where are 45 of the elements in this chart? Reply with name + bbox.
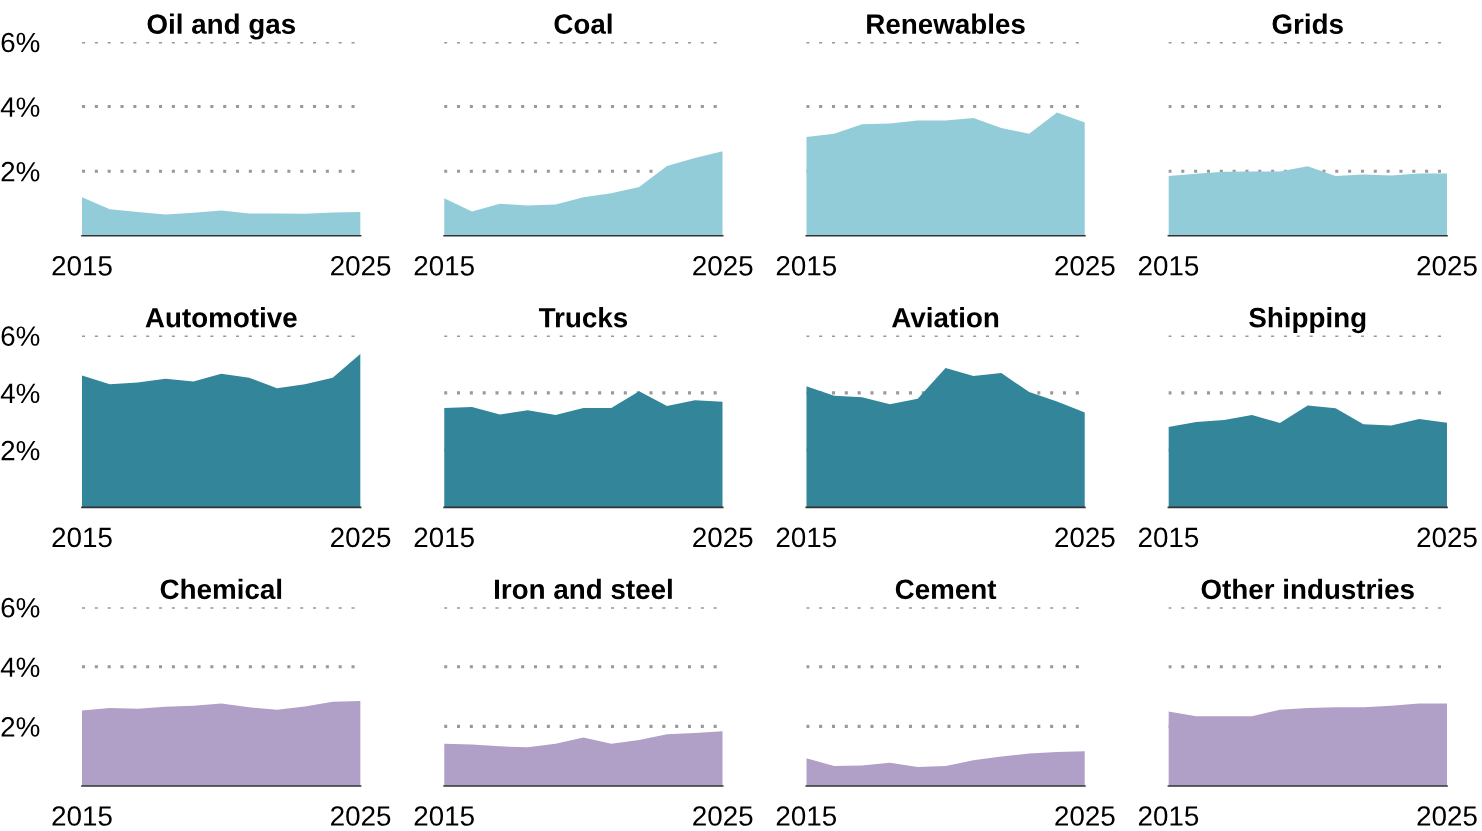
y-tick-label: 4%: [0, 657, 40, 678]
x-tick-label: 2015: [414, 806, 474, 826]
chart-title: Coal: [554, 13, 612, 34]
chart-title: Grids: [1272, 13, 1343, 34]
x-tick-label: 2015: [52, 527, 112, 548]
chart-title: Chemical: [160, 578, 282, 600]
x-tick-label: 2015: [52, 255, 112, 276]
x-tick-label: 2015: [776, 527, 837, 548]
x-tick-label: 2025: [331, 255, 391, 276]
x-tick-label: 2025: [1417, 806, 1477, 826]
chart-title: Oil and gas: [147, 13, 296, 40]
x-tick-label: 2015: [776, 255, 837, 276]
x-tick-label: 2025: [1055, 806, 1115, 826]
y-tick-label: 6%: [1, 597, 40, 618]
y-tick-label: 4%: [0, 97, 40, 117]
chart-title: Other industries: [1201, 578, 1414, 600]
x-tick-label: 2015: [1138, 527, 1199, 548]
x-tick-label: 2015: [414, 255, 474, 276]
chart-title: Automotive: [145, 307, 297, 328]
x-tick-label: 2025: [1417, 527, 1477, 548]
y-tick-label: 4%: [0, 383, 40, 404]
chart-title: Cement: [895, 579, 997, 600]
chart-title: Renewables: [867, 13, 1025, 34]
chart-title: Shipping: [1249, 307, 1366, 334]
y-tick-label: 2%: [1, 161, 40, 182]
x-tick-label: 2025: [1055, 255, 1115, 276]
y-tick-label: 6%: [1, 326, 40, 346]
y-tick-label: 2%: [1, 717, 40, 737]
x-tick-label: 2025: [331, 527, 391, 548]
x-tick-label: 2025: [1417, 255, 1477, 276]
x-tick-label: 2015: [1138, 255, 1199, 276]
x-tick-label: 2025: [693, 806, 753, 826]
x-tick-label: 2015: [414, 527, 474, 548]
y-tick-label: 2%: [1, 440, 40, 461]
x-tick-label: 2015: [776, 806, 837, 826]
x-tick-label: 2015: [52, 806, 112, 826]
x-tick-label: 2025: [693, 527, 753, 548]
chart-title: Iron and steel: [495, 578, 672, 600]
x-tick-label: 2025: [331, 806, 391, 826]
y-tick-label: 6%: [1, 32, 40, 53]
chart-title: Trucks: [538, 307, 628, 328]
x-tick-label: 2025: [693, 255, 753, 276]
x-tick-label: 2025: [1055, 527, 1115, 548]
x-tick-label: 2015: [1138, 806, 1199, 826]
chart-title: Aviation: [892, 307, 999, 328]
